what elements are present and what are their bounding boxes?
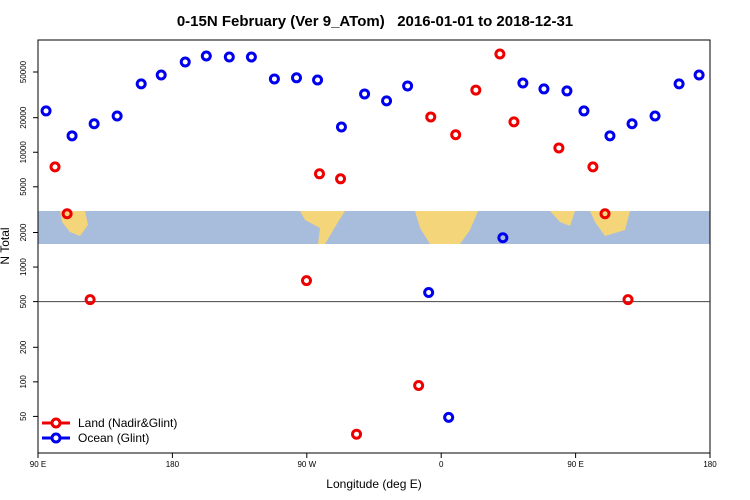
- data-point: [268, 73, 280, 85]
- data-point: [88, 118, 100, 130]
- data-point: [84, 294, 96, 306]
- x-tick-label: 90 E: [30, 460, 46, 469]
- x-tick-label: 180: [703, 460, 717, 469]
- y-tick-label: 100: [19, 375, 28, 389]
- x-tick-label: 90 E: [567, 460, 583, 469]
- data-point: [290, 72, 302, 84]
- x-tick-label: 90 W: [297, 460, 316, 469]
- y-tick-label: 50: [19, 411, 28, 420]
- data-point: [587, 161, 599, 173]
- y-tick-label: 5000: [19, 177, 28, 195]
- data-point: [553, 142, 565, 154]
- data-point: [649, 110, 661, 122]
- data-point: [49, 161, 61, 173]
- plot-frame: [37, 39, 711, 454]
- data-point: [561, 85, 573, 97]
- data-point: [40, 105, 52, 117]
- data-point: [626, 118, 638, 130]
- data-point: [301, 275, 313, 287]
- data-point: [135, 78, 147, 90]
- chart-title: 0-15N February (Ver 9_ATom) 2016-01-01 t…: [177, 13, 573, 30]
- data-point: [312, 74, 324, 86]
- data-point: [622, 294, 634, 306]
- y-tick-label: 10000: [19, 141, 28, 164]
- data-point: [245, 51, 257, 63]
- data-point: [61, 208, 73, 220]
- data-point: [604, 130, 616, 142]
- data-point: [223, 51, 235, 63]
- data-point: [517, 77, 529, 89]
- x-tick-label: 180: [166, 460, 180, 469]
- y-tick-label: 20000: [19, 106, 28, 129]
- data-point: [599, 208, 611, 220]
- legend-marker: [50, 432, 62, 444]
- legend-label: Land (Nadir&Glint): [78, 416, 177, 430]
- x-tick-label: 0: [439, 460, 444, 469]
- data-point: [423, 287, 435, 299]
- data-point: [470, 84, 482, 96]
- data-point: [673, 78, 685, 90]
- data-point: [450, 129, 462, 141]
- data-point: [179, 56, 191, 68]
- data-point: [359, 88, 371, 100]
- y-tick-label: 2000: [19, 223, 28, 241]
- data-point: [508, 116, 520, 128]
- data-point: [313, 168, 325, 180]
- data-point: [335, 173, 347, 185]
- map-band: [38, 211, 710, 244]
- data-point: [335, 121, 347, 133]
- data-point: [351, 428, 363, 440]
- data-point: [155, 69, 167, 81]
- data-point: [413, 379, 425, 391]
- data-point: [443, 411, 455, 423]
- y-axis-label: N Total: [0, 227, 12, 264]
- y-tick-label: 1000: [19, 258, 28, 276]
- legend-marker: [50, 417, 62, 429]
- data-point: [66, 130, 78, 142]
- legend-label: Ocean (Glint): [78, 431, 149, 445]
- data-point: [425, 111, 437, 123]
- data-point: [111, 110, 123, 122]
- data-point: [494, 48, 506, 60]
- y-tick-label: 200: [19, 340, 28, 354]
- data-point: [497, 232, 509, 244]
- y-tick-label: 50000: [19, 60, 28, 83]
- x-axis-label: Longitude (deg E): [326, 477, 421, 491]
- data-point: [402, 80, 414, 92]
- data-point: [381, 95, 393, 107]
- data-point: [693, 69, 705, 81]
- y-tick-label: 500: [19, 294, 28, 308]
- data-point: [538, 83, 550, 95]
- data-point: [200, 50, 212, 62]
- data-point: [578, 105, 590, 117]
